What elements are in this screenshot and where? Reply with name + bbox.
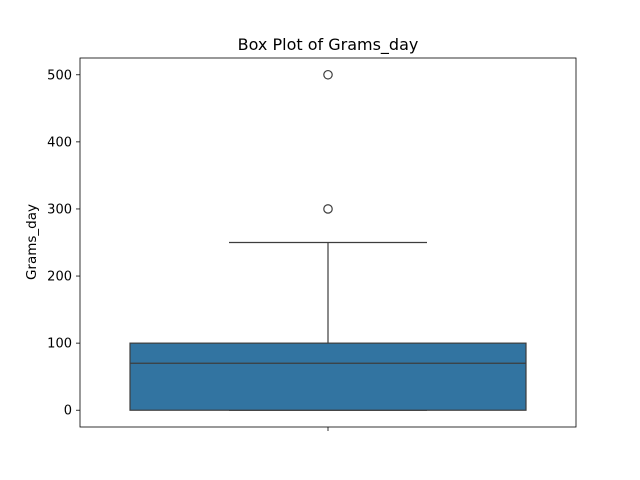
plot-area: 0 100 200 300 400 500 <box>47 57 577 431</box>
outlier-point-300 <box>323 204 333 214</box>
y-tick-label-500: 500 <box>47 68 72 83</box>
y-tick-label-0: 0 <box>64 404 72 419</box>
iqr-box <box>129 342 527 411</box>
y-axis-label: Grams_day <box>24 204 40 280</box>
y-tick-label-100: 100 <box>47 337 72 352</box>
y-tick-label-200: 200 <box>47 270 72 285</box>
outlier-point-500 <box>323 69 333 80</box>
chart-title: Box Plot of Grams_day <box>238 35 419 55</box>
y-tick-label-300: 300 <box>47 202 72 217</box>
y-tick-label-400: 400 <box>47 135 72 150</box>
